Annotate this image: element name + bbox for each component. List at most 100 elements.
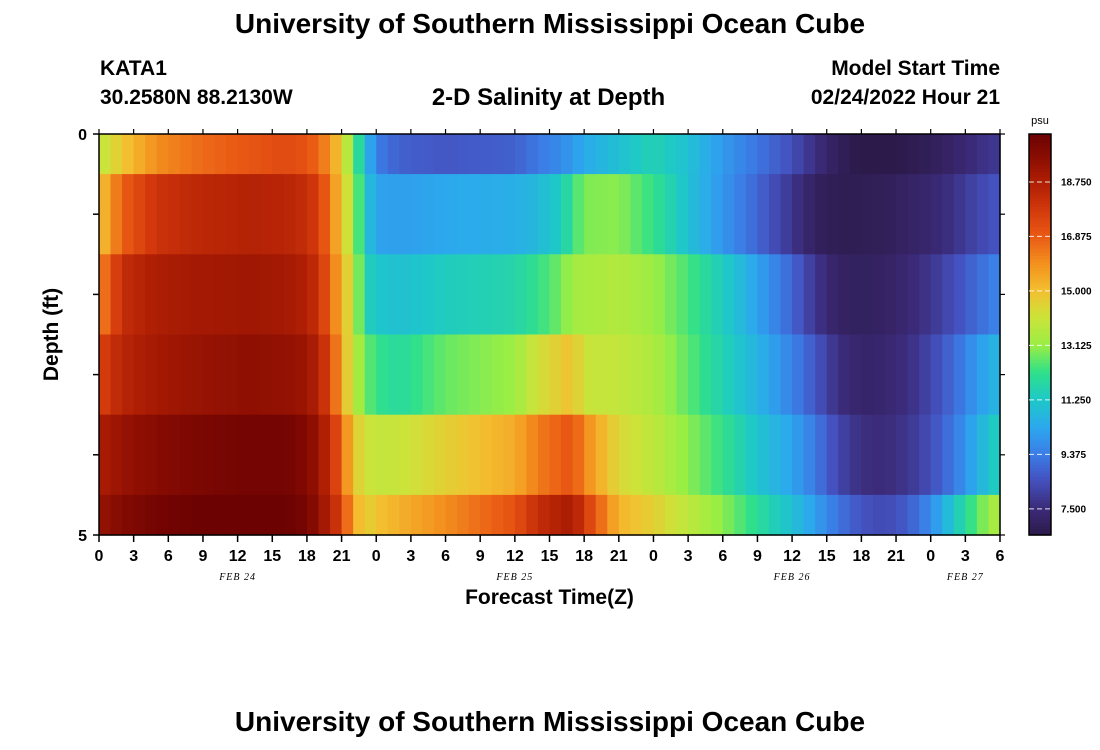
- colorbar-segment: [1029, 171, 1051, 176]
- heatmap-cell: [353, 174, 366, 255]
- heatmap-cell: [572, 414, 585, 496]
- colorbar-segment: [1029, 427, 1051, 431]
- heatmap-cell: [433, 334, 447, 416]
- colorbar-segment: [1029, 165, 1051, 170]
- heatmap-cell: [838, 134, 851, 175]
- heatmap-cell: [249, 494, 262, 536]
- heatmap-cell: [491, 334, 504, 416]
- heatmap-cell: [457, 174, 470, 255]
- heatmap-cell: [503, 334, 516, 416]
- colorbar-segment: [1029, 145, 1051, 150]
- heatmap-cell: [734, 334, 747, 416]
- colorbar-segment: [1029, 226, 1051, 231]
- colorbar-segment: [1029, 250, 1051, 254]
- colorbar-segment: [1029, 177, 1051, 182]
- heatmap-cell: [930, 174, 943, 255]
- heatmap-cell: [526, 174, 539, 255]
- heatmap-cell: [318, 174, 331, 255]
- heatmap-cell: [399, 494, 412, 536]
- x-tick-label: 6: [441, 548, 450, 565]
- heatmap-cell: [722, 414, 735, 496]
- x-tick-label: 9: [199, 548, 208, 565]
- heatmap-cell: [630, 334, 643, 416]
- heatmap-cell: [399, 334, 412, 416]
- heatmap-cell: [861, 254, 874, 336]
- heatmap-cell: [607, 174, 620, 255]
- heatmap-cell: [330, 414, 343, 496]
- heatmap-cell: [896, 134, 909, 175]
- heatmap-cell: [549, 334, 562, 416]
- colorbar-segment: [1029, 380, 1051, 385]
- heatmap-cell: [445, 334, 458, 416]
- heatmap-cell: [607, 494, 620, 536]
- heatmap-cell: [953, 334, 966, 416]
- heatmap-cell: [907, 334, 920, 416]
- heatmap-cell: [711, 134, 724, 175]
- heatmap-cell: [838, 334, 851, 416]
- colorbar-segment: [1029, 386, 1051, 391]
- heatmap-cell: [665, 494, 678, 536]
- heatmap-cell: [676, 254, 689, 336]
- heatmap-cell: [457, 414, 470, 496]
- y-tick-label: 5: [78, 528, 87, 545]
- heatmap-cell: [872, 494, 886, 536]
- heatmap-cell: [942, 134, 955, 175]
- heatmap-cell: [318, 254, 331, 336]
- model-start-label: Model Start Time: [831, 57, 1000, 80]
- heatmap-cell: [122, 414, 135, 496]
- heatmap-cell: [942, 494, 955, 536]
- heatmap-cell: [341, 414, 354, 496]
- heatmap-cell: [722, 174, 735, 255]
- colorbar-segment: [1029, 334, 1051, 339]
- heatmap-cell: [815, 334, 828, 416]
- heatmap-cell: [641, 334, 655, 416]
- heatmap-cell: [919, 414, 932, 496]
- colorbar-segment: [1029, 346, 1051, 350]
- heatmap-cell: [907, 254, 920, 336]
- heatmap-cell: [341, 134, 354, 175]
- colorbar-segment: [1029, 363, 1051, 368]
- heatmap-cell: [353, 494, 366, 536]
- heatmap-cell: [665, 174, 678, 255]
- colorbar-segment: [1029, 439, 1051, 443]
- heatmap-cell: [468, 334, 481, 416]
- heatmap-cell: [561, 414, 574, 496]
- heatmap-cell: [549, 494, 562, 536]
- heatmap-cell: [872, 254, 886, 336]
- heatmap-cell: [607, 134, 620, 175]
- heatmap-cell: [607, 334, 620, 416]
- heatmap-cell: [768, 414, 782, 496]
- colorbar-segment: [1029, 189, 1051, 193]
- heatmap-cell: [468, 174, 481, 255]
- colorbar-segment: [1029, 497, 1051, 501]
- heatmap-cell: [976, 254, 990, 336]
- heatmap-cell: [884, 134, 897, 175]
- heatmap-cell: [757, 494, 770, 536]
- heatmap-cell: [988, 334, 1001, 416]
- heatmap-cell: [988, 414, 1001, 496]
- colorbar-segment: [1029, 197, 1051, 202]
- heatmap-cell: [942, 334, 955, 416]
- heatmap-cell: [549, 254, 562, 336]
- heatmap-cell: [930, 414, 943, 496]
- heatmap-cell: [260, 174, 273, 255]
- heatmap-cell: [179, 334, 193, 416]
- colorbar-segment: [1029, 471, 1051, 475]
- heatmap-cell: [306, 254, 320, 336]
- heatmap-cell: [191, 334, 204, 416]
- heatmap-cell: [445, 414, 458, 496]
- heatmap-cell: [272, 494, 285, 536]
- heatmap-cell: [953, 254, 966, 336]
- colorbar-segment: [1029, 462, 1051, 466]
- heatmap-cell: [803, 494, 816, 536]
- heatmap-cell: [896, 334, 909, 416]
- heatmap-cell: [330, 334, 343, 416]
- heatmap-cell: [745, 254, 759, 336]
- station-id: KATA1: [100, 57, 167, 80]
- heatmap-cell: [896, 494, 909, 536]
- heatmap-cell: [202, 134, 216, 175]
- heatmap-cell: [110, 174, 123, 255]
- colorbar-segment: [1029, 168, 1051, 173]
- heatmap-cell: [780, 414, 793, 496]
- colorbar-segment: [1029, 148, 1051, 153]
